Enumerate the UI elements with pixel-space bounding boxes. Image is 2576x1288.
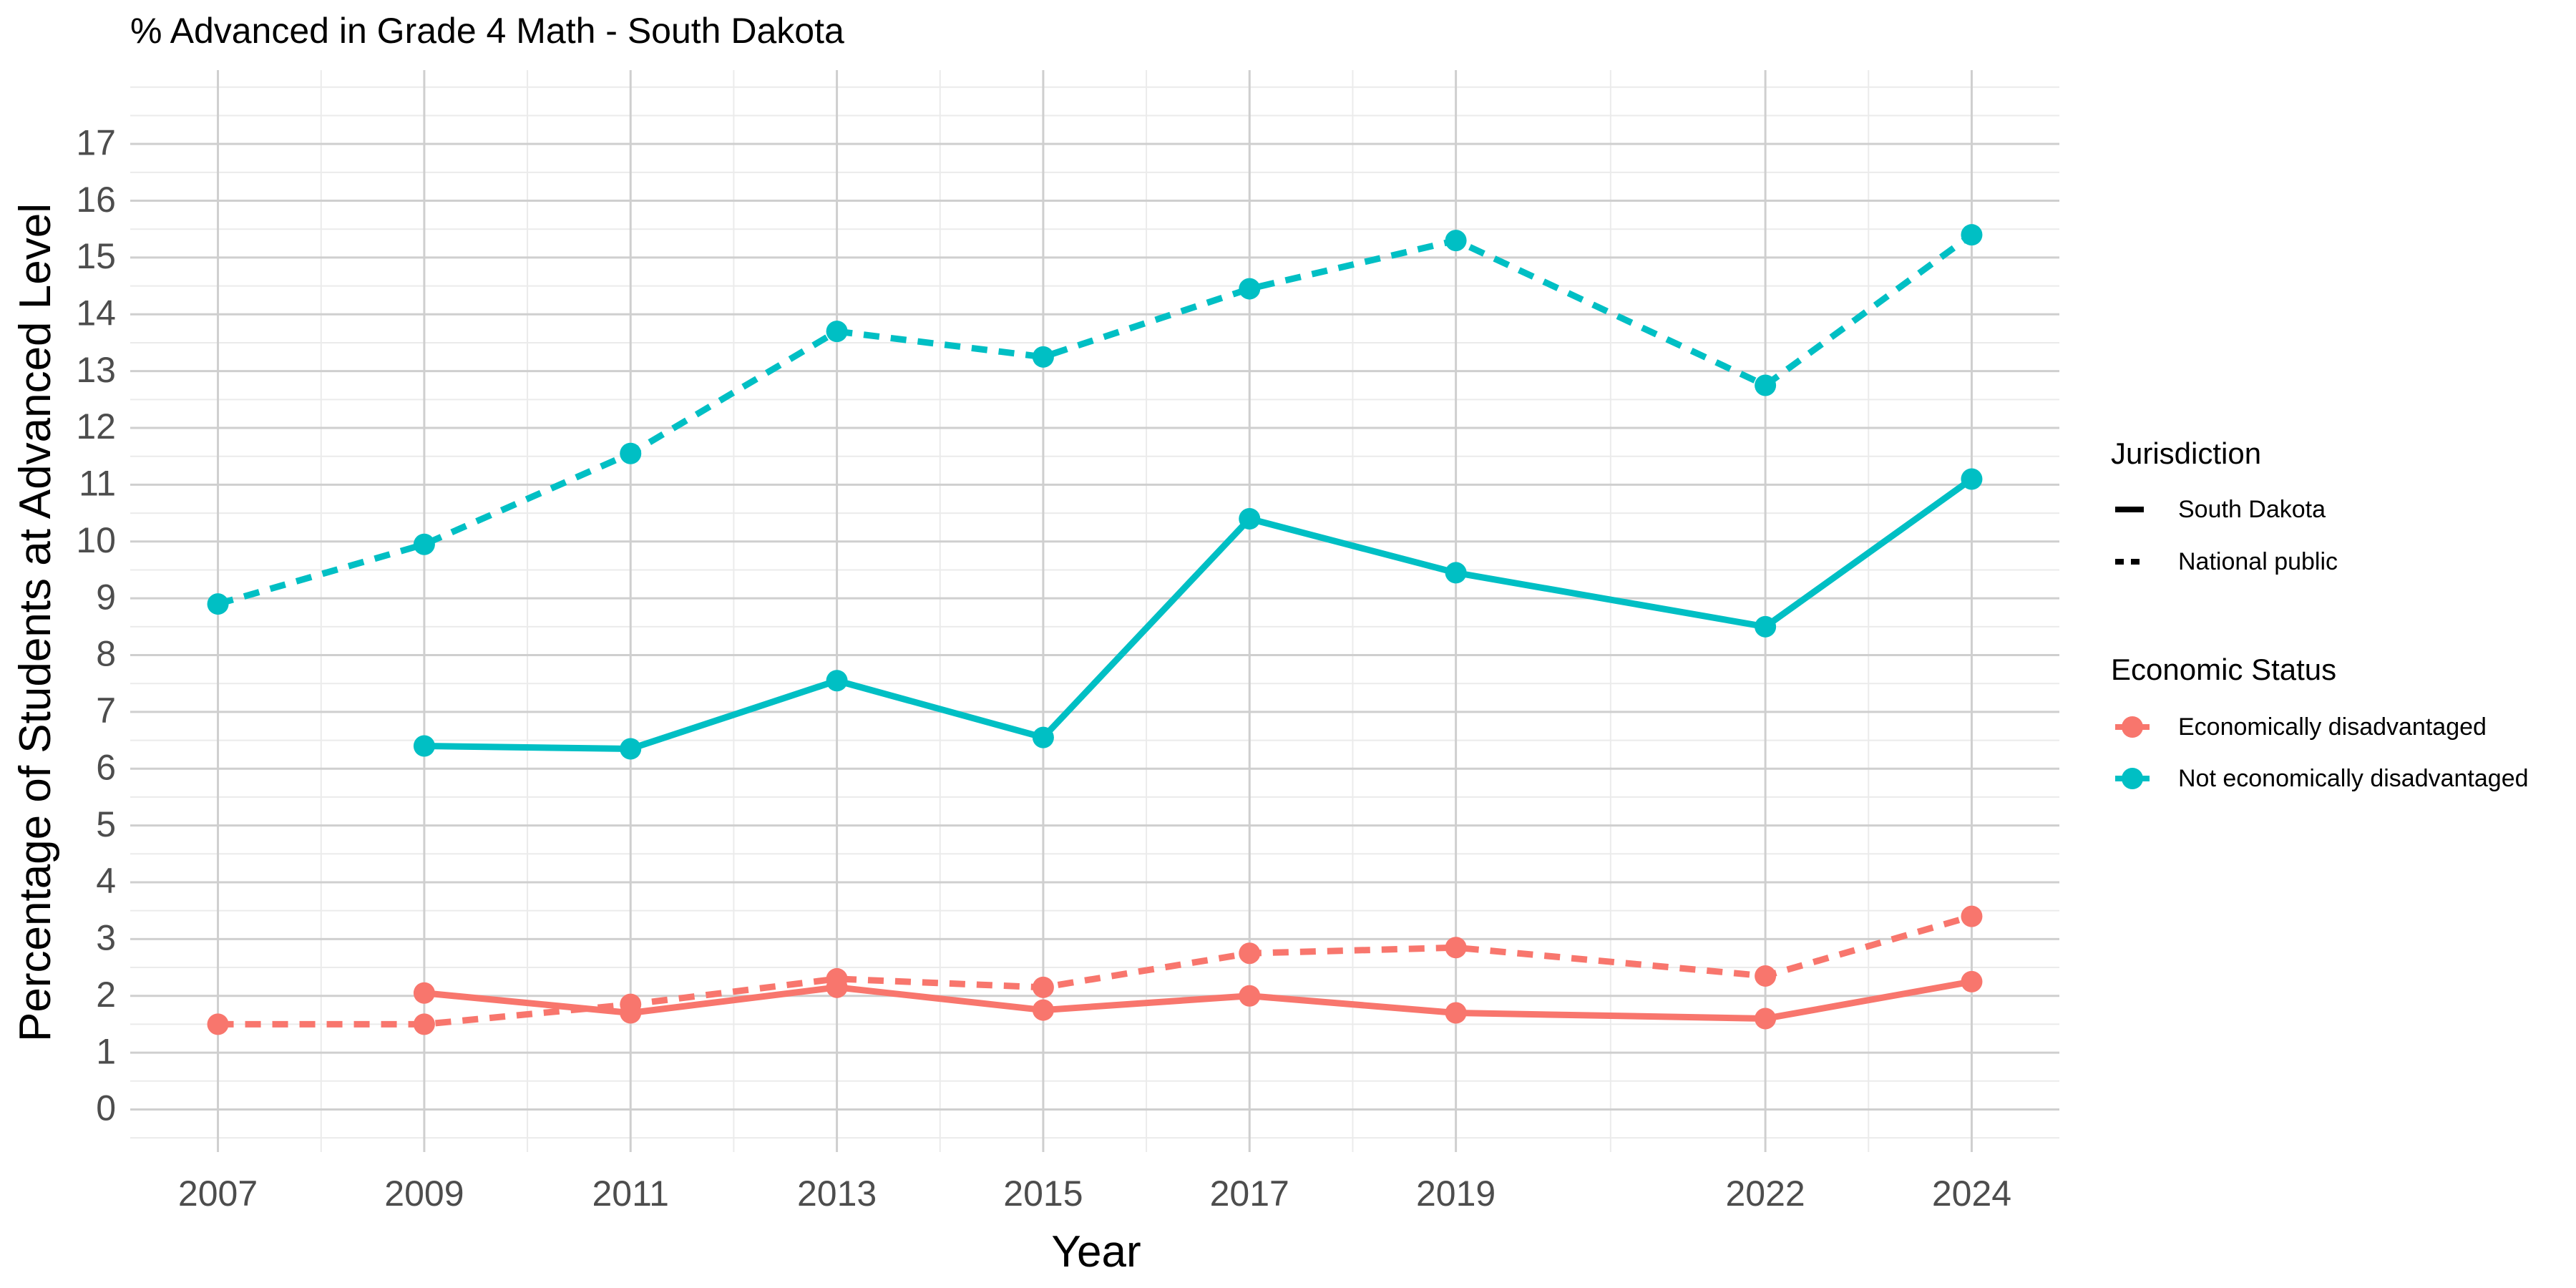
series-line-south-dakota-economically-disadvantaged [424,978,1973,1022]
data-point-south-dakota-economically-disadvantaged [1445,1002,1467,1024]
y-tick-label: 12 [76,406,116,447]
data-point-south-dakota-economically-disadvantaged [1961,970,1983,992]
y-tick-label: 16 [76,180,116,220]
y-axis-title: Percentage of Students at Advanced Level [11,203,60,1042]
x-tick-label: 2015 [1003,1174,1083,1214]
data-point-south-dakota-economically-disadvantaged [1755,1008,1777,1030]
data-point-national-public-not-economically-disadvantaged [413,533,435,555]
data-point-south-dakota-not-economically-disadvantaged [620,738,642,760]
data-point-national-public-economically-disadvantaged [1445,937,1467,959]
data-point-national-public-not-economically-disadvantaged [1239,278,1261,300]
data-point-south-dakota-not-economically-disadvantaged [1032,726,1054,748]
legend-label-disadvantaged: Economically disadvantaged [2178,713,2487,741]
data-point-south-dakota-not-economically-disadvantaged [1755,615,1777,638]
series-line-south-dakota-not-economically-disadvantaged [424,476,1974,752]
minor-gridlines [130,70,2059,1152]
x-tick-label: 2007 [178,1174,258,1214]
data-point-national-public-not-economically-disadvantaged [1445,230,1467,252]
x-tick-label: 2013 [797,1174,877,1214]
x-tick-label: 2017 [1210,1174,1289,1214]
legend-key-not-disadvantaged-point [2122,768,2143,789]
data-point-south-dakota-economically-disadvantaged [826,976,848,998]
legend-title-jurisdiction: Jurisdiction [2111,436,2261,470]
legend-label-not-disadvantaged: Not economically disadvantaged [2178,765,2529,792]
y-tick-label: 6 [96,747,116,787]
x-tick-label: 2009 [384,1174,464,1214]
data-point-national-public-not-economically-disadvantaged [207,593,229,615]
y-tick-label: 3 [96,918,116,958]
y-tick-label: 11 [79,464,116,504]
data-point-south-dakota-not-economically-disadvantaged [1961,468,1983,490]
data-point-national-public-economically-disadvantaged [1961,905,1983,927]
x-tick-label: 2022 [1725,1174,1805,1214]
data-point-south-dakota-not-economically-disadvantaged [413,735,435,757]
x-tick-label: 2019 [1416,1174,1496,1214]
data-point-national-public-economically-disadvantaged [207,1013,229,1035]
series-layer [207,224,1983,1035]
y-tick-label: 10 [76,520,116,560]
data-point-national-public-economically-disadvantaged [1755,965,1777,987]
y-tick-label: 17 [76,122,116,162]
x-tick-label: 2011 [592,1174,669,1214]
y-tick-label: 7 [96,691,116,731]
x-axis-tick-labels: 2007 2009 2011 2013 2015 2017 2019 2022 2024 [178,1174,2011,1214]
y-tick-label: 9 [96,577,116,617]
y-tick-label: 1 [96,1031,116,1071]
data-point-national-public-economically-disadvantaged [1032,976,1054,998]
data-point-south-dakota-not-economically-disadvantaged [1239,508,1261,530]
data-point-south-dakota-not-economically-disadvantaged [1445,562,1467,584]
legend-title-economic-status: Economic Status [2111,653,2336,686]
data-point-national-public-economically-disadvantaged [413,1013,435,1035]
chart-title: % Advanced in Grade 4 Math - South Dakot… [130,11,844,51]
data-point-south-dakota-economically-disadvantaged [1239,985,1261,1007]
data-point-national-public-not-economically-disadvantaged [826,321,848,343]
series-line-national-public-not-economically-disadvantaged [217,232,1974,608]
x-axis-title: Year [1051,1227,1141,1277]
y-tick-label: 13 [76,350,116,390]
y-tick-label: 2 [96,975,116,1015]
data-point-national-public-not-economically-disadvantaged [1755,374,1777,396]
y-tick-label: 4 [96,861,116,901]
data-point-national-public-not-economically-disadvantaged [620,442,642,464]
data-point-south-dakota-economically-disadvantaged [1032,999,1054,1021]
data-point-south-dakota-economically-disadvantaged [620,1002,642,1024]
x-tick-label: 2024 [1932,1174,2011,1214]
y-tick-label: 0 [96,1088,116,1128]
y-tick-label: 5 [96,804,116,844]
y-tick-label: 8 [96,634,116,674]
data-point-national-public-not-economically-disadvantaged [1961,224,1983,246]
legend-key-disadvantaged-point [2122,716,2143,738]
data-point-national-public-not-economically-disadvantaged [1032,346,1054,368]
data-point-south-dakota-economically-disadvantaged [413,982,435,1004]
legend: Jurisdiction South Dakota National publi… [2111,436,2529,792]
data-point-south-dakota-not-economically-disadvantaged [826,670,848,692]
data-point-national-public-economically-disadvantaged [1239,942,1261,965]
legend-label-national-public: National public [2178,548,2338,575]
y-tick-label: 15 [76,236,116,276]
y-tick-label: 14 [76,293,116,333]
legend-label-south-dakota: South Dakota [2178,496,2326,523]
